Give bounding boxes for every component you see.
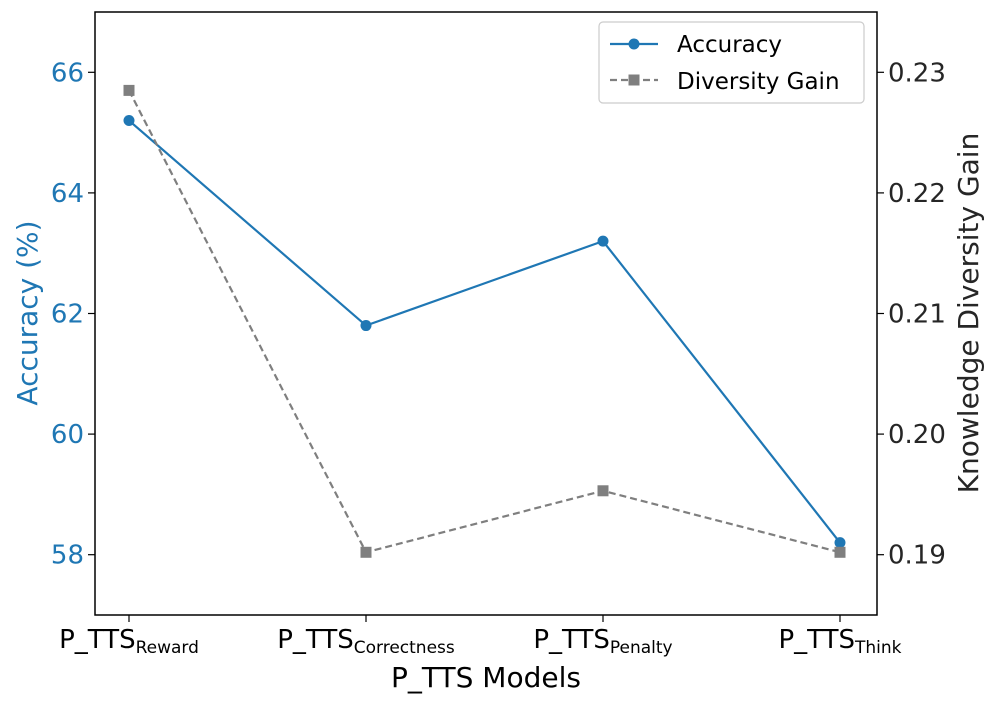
x-axis: P_TTSReward P_TTSCorrectness P_TTSPenalty P… xyxy=(59,615,902,658)
x-tick-label: P_TTSThink xyxy=(778,625,901,658)
right-y-axis: 0.19 0.20 0.21 0.22 0.23 xyxy=(877,58,946,571)
x-tick-label: P_TTSPenalty xyxy=(533,625,672,658)
right-tick-label: 0.20 xyxy=(888,420,946,450)
series-line-diversity-gain xyxy=(128,89,841,554)
data-point-accuracy xyxy=(597,235,609,247)
left-tick-label: 62 xyxy=(51,300,84,330)
x-axis-title: P_TTS Models xyxy=(391,661,581,694)
legend-diversity-marker xyxy=(628,74,640,86)
series-lines xyxy=(128,89,841,554)
right-y-axis-title: Knowledge Diversity Gain xyxy=(952,133,985,494)
right-tick-label: 0.23 xyxy=(888,58,946,88)
series-line-accuracy xyxy=(128,119,841,544)
right-tick-label: 0.21 xyxy=(888,300,946,330)
data-point-accuracy xyxy=(360,320,372,332)
data-point-diversity-gain xyxy=(834,546,846,558)
right-tick-label: 0.19 xyxy=(888,541,946,571)
left-tick-label: 66 xyxy=(51,58,84,88)
x-tick-label: P_TTSCorrectness xyxy=(277,625,455,658)
data-point-diversity-gain xyxy=(597,485,609,497)
series-markers xyxy=(123,84,846,558)
data-point-accuracy xyxy=(123,115,135,127)
data-point-diversity-gain xyxy=(360,546,372,558)
legend-box xyxy=(598,21,865,104)
legend-accuracy-label: Accuracy xyxy=(677,32,782,58)
data-point-diversity-gain xyxy=(123,84,135,96)
x-tick-label: P_TTSReward xyxy=(59,625,199,658)
legend-accuracy-marker xyxy=(628,38,640,50)
left-y-axis-title: Accuracy (%) xyxy=(11,220,44,405)
left-y-axis: 58 60 62 64 66 xyxy=(51,58,95,571)
legend-diversity-label: Diversity Gain xyxy=(677,69,840,95)
legend: Accuracy Diversity Gain xyxy=(598,21,865,104)
left-tick-label: 64 xyxy=(51,179,84,209)
left-tick-label: 58 xyxy=(51,541,84,571)
data-point-accuracy xyxy=(834,537,846,549)
left-tick-label: 60 xyxy=(51,420,84,450)
right-tick-label: 0.22 xyxy=(888,179,946,209)
